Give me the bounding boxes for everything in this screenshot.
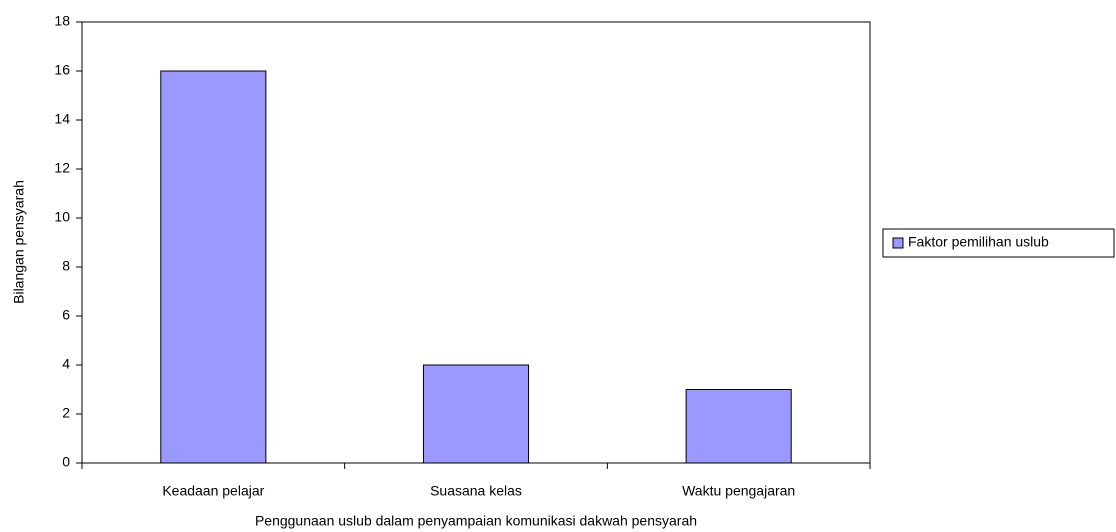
y-tick-label: 4 [62, 356, 70, 372]
y-axis-label: Bilangan pensyarah [11, 180, 27, 304]
x-axis-label: Penggunaan uslub dalam penyampaian komun… [255, 513, 697, 529]
y-tick-label: 8 [62, 258, 70, 274]
x-tick-label: Suasana kelas [430, 483, 522, 499]
y-tick-label: 0 [62, 454, 70, 470]
x-tick-label: Waktu pengajaran [682, 483, 795, 499]
y-tick-label: 12 [54, 160, 70, 176]
legend-swatch [892, 237, 904, 249]
y-tick-label: 10 [54, 209, 70, 225]
y-tick-label: 18 [54, 13, 70, 29]
y-tick-label: 14 [54, 111, 70, 127]
y-tick-label: 6 [62, 307, 70, 323]
bar [160, 70, 267, 464]
bar [422, 364, 530, 464]
legend-label: Faktor pemilihan uslub [908, 234, 1049, 250]
y-tick-label: 2 [62, 405, 70, 421]
legend-box [882, 228, 1115, 258]
bar [685, 389, 792, 464]
y-tick-label: 16 [54, 62, 70, 78]
x-tick-label: Keadaan pelajar [162, 483, 264, 499]
